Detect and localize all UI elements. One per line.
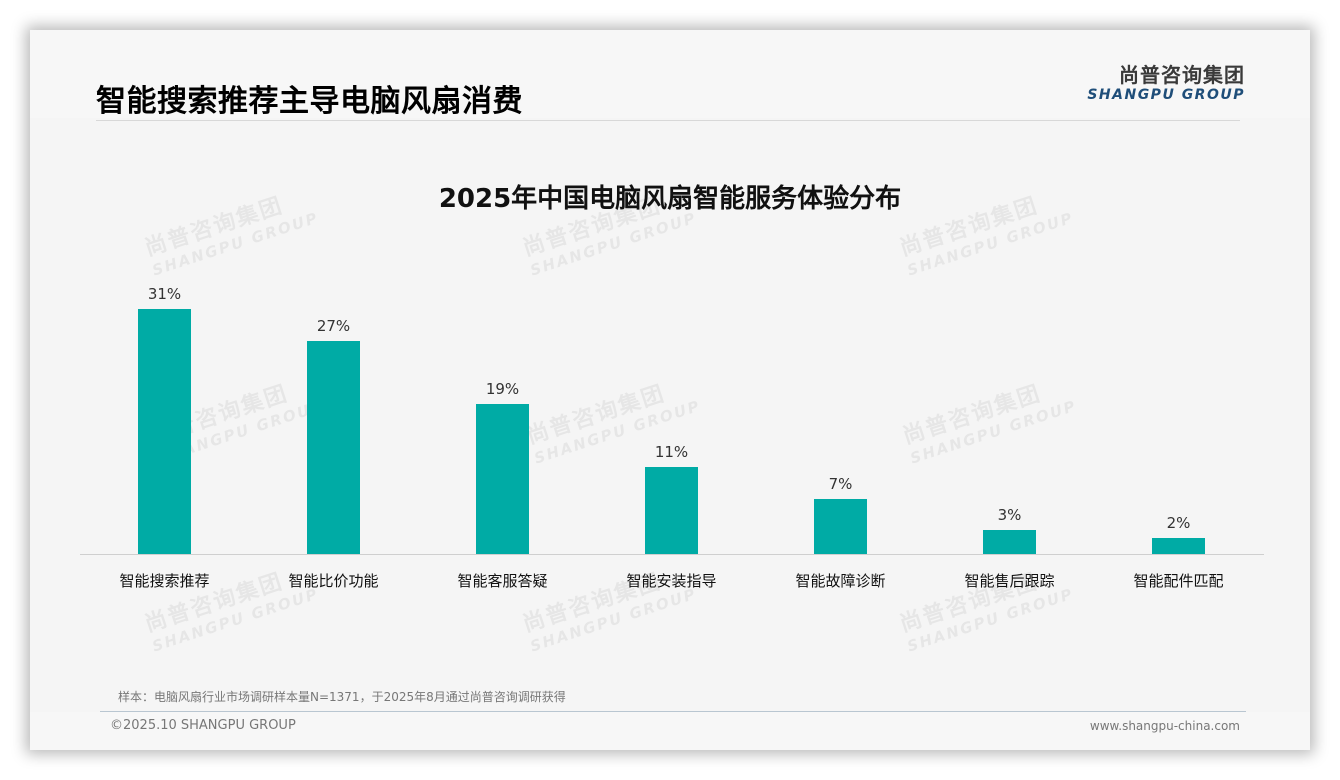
bar-group: 3% 智能售后跟踪 [925,250,1094,610]
bar-group: 31% 智能搜索推荐 [80,250,249,610]
x-axis-line [80,554,1264,555]
bar [645,467,698,554]
bar [307,341,360,554]
sample-note: 样本：电脑风扇行业市场调研样本量N=1371，于2025年8月通过尚普咨询调研获… [118,690,566,704]
bar [138,309,191,554]
bar-value-label: 31% [147,285,182,303]
copyright-text: ©2025.10 SHANGPU GROUP [110,718,296,733]
x-axis-category-label: 智能故障诊断 [795,572,886,590]
x-axis-category-label: 智能售后跟踪 [964,572,1055,590]
bar-value-label: 11% [654,443,689,461]
bar-group: 7% 智能故障诊断 [756,250,925,610]
bar-value-label: 7% [828,475,853,493]
bar-value-label: 27% [316,317,351,335]
title-divider [96,120,1240,121]
x-axis-category-label: 智能比价功能 [288,572,379,590]
logo-en-text: SHANGPU GROUP [1087,87,1245,103]
logo-cn-text: 尚普咨询集团 [1119,63,1245,87]
x-axis-category-label: 智能安装指导 [626,572,717,590]
bar-chart: 31% 智能搜索推荐 27% 智能比价功能 19% 智能客服答疑 11% 智能安装指导 7% 智能… [80,250,1264,610]
bar-value-label: 2% [1166,514,1191,532]
slide: 智能搜索推荐主导电脑风扇消费 尚普咨询集团 SHANGPU GROUP [30,30,1310,750]
x-axis-category-label: 智能客服答疑 [457,572,548,590]
bar-value-label: 19% [485,380,520,398]
website-text: www.shangpu-china.com [1089,719,1240,733]
bar [1152,538,1205,554]
footer-divider [100,711,1246,712]
x-axis-category-label: 智能配件匹配 [1133,572,1224,590]
brand-logo: 尚普咨询集团 SHANGPU GROUP [1085,64,1245,104]
footer-band [30,712,1310,750]
bar-group: 2% 智能配件匹配 [1094,250,1263,610]
bar [983,530,1036,554]
chart-title: 2025年中国电脑风扇智能服务体验分布 [438,184,902,214]
bar [814,499,867,554]
x-axis-category-label: 智能搜索推荐 [119,572,210,590]
page-title: 智能搜索推荐主导电脑风扇消费 [96,84,523,119]
bar-value-label: 3% [997,506,1022,524]
bar [476,404,529,554]
bar-group: 19% 智能客服答疑 [418,250,587,610]
header-band [30,30,1310,118]
bar-group: 11% 智能安装指导 [587,250,756,610]
bar-group: 27% 智能比价功能 [249,250,418,610]
